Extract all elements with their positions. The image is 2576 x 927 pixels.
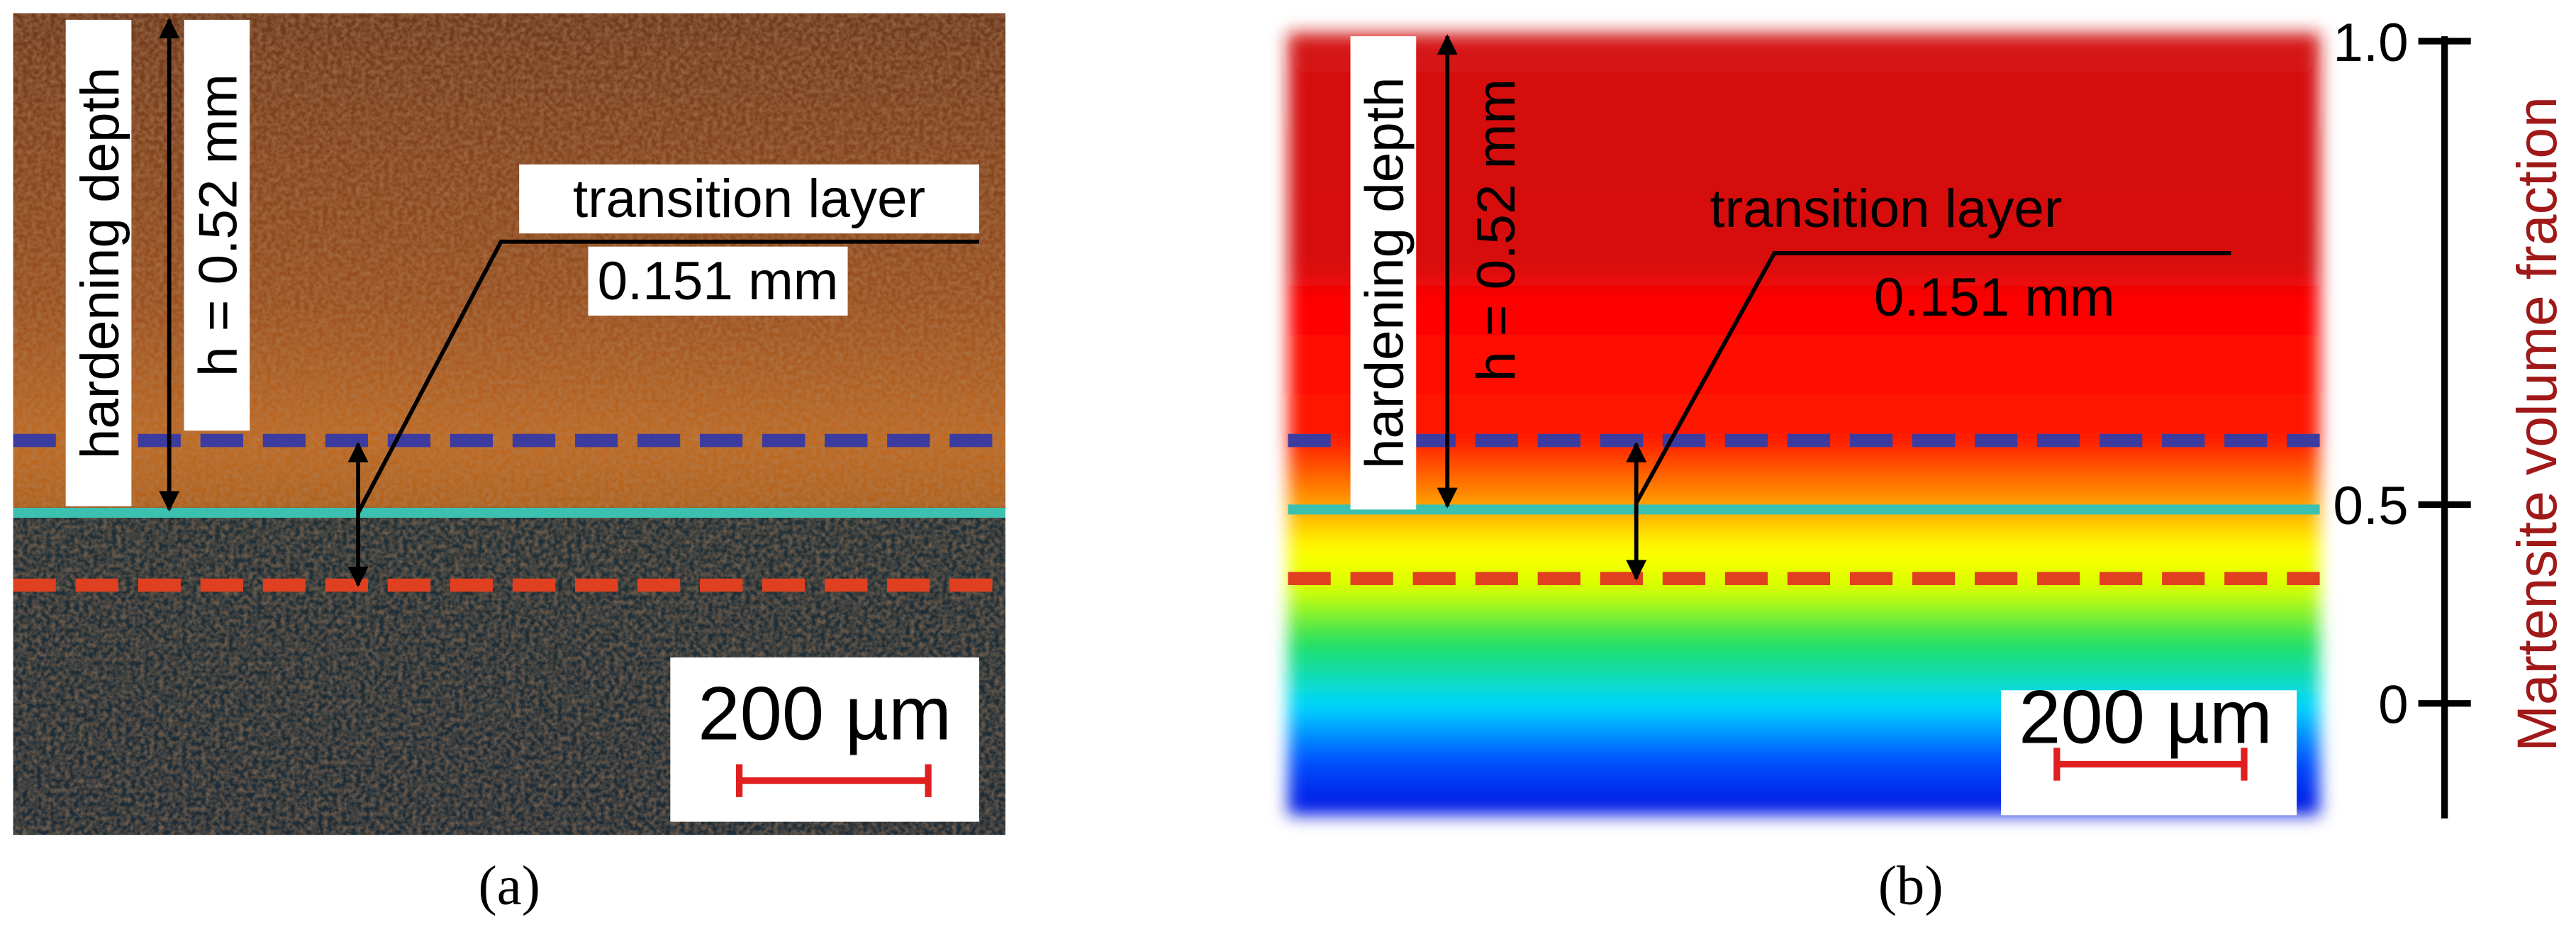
colorbar-axis: 1.0 0.5 0 Martensite volume fraction — [2333, 13, 2568, 818]
caption: (a) — [479, 855, 540, 916]
scale-bar — [736, 764, 932, 797]
tick-label: 0 — [2378, 675, 2409, 736]
caption: (b) — [1878, 855, 1944, 916]
scale-label: 200 µm — [2019, 675, 2273, 759]
transition-label: transition layer — [573, 169, 925, 229]
scale-label: 200 µm — [698, 672, 952, 756]
scale-bar — [2053, 748, 2248, 781]
tick-label: 1.0 — [2333, 13, 2408, 73]
label-box — [65, 19, 132, 506]
simulation-field — [1288, 33, 2320, 816]
panel-a: hardening depth h = 0.52 mm transition l… — [13, 13, 1005, 916]
colorbar-title: Martensite volume fraction — [2506, 96, 2568, 752]
depth-value: h = 0.52 mm — [189, 74, 249, 377]
hardening-depth: hardening depth — [70, 67, 130, 460]
label-box — [184, 19, 250, 431]
label-box — [1350, 36, 1417, 510]
transition-label: transition layer — [1710, 179, 2062, 239]
leader-line — [356, 239, 979, 514]
leader-line — [1634, 251, 2231, 504]
transition-width: 0.151 mm — [598, 251, 839, 311]
hardening-depth: hardening depth — [1355, 77, 1415, 469]
tick-label: 0.5 — [2333, 476, 2408, 536]
panel-b: hardening depth h = 0.52 mm transition l… — [1288, 13, 2568, 916]
label-box — [588, 246, 848, 316]
transition-width: 0.151 mm — [1874, 267, 2115, 328]
depth-value: h = 0.52 mm — [1466, 79, 1527, 382]
label-box — [519, 164, 979, 234]
